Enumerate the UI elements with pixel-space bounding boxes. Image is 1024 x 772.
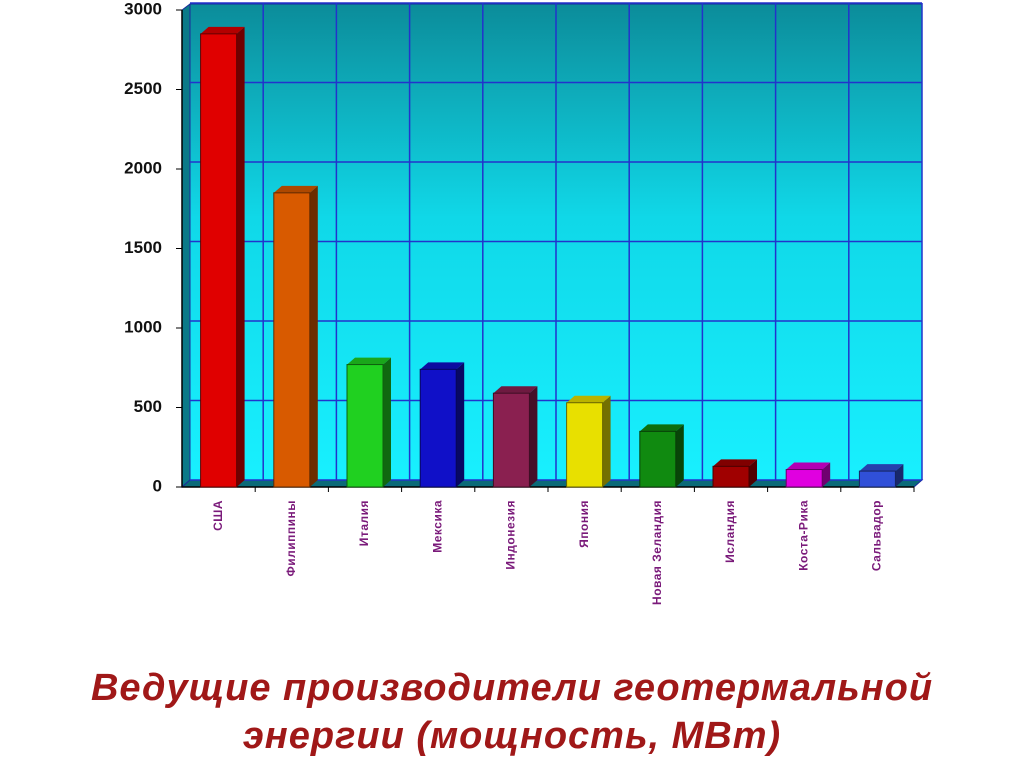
x-tick-label: Филиппины [284,500,298,577]
x-tick-label: Индонезия [504,500,518,570]
bar [273,192,311,488]
bar-side [309,185,318,487]
bar-top [200,26,245,34]
side-wall [181,3,191,489]
bar-top [786,462,831,470]
x-tick-label: Коста-Рика [796,500,810,571]
bar [419,368,457,488]
y-tick-label: 2000 [124,158,162,177]
bar-side [236,26,245,487]
bar-top [859,464,904,472]
x-tick-label: Сальвадор [870,500,884,571]
bar [566,402,604,488]
bar [639,430,677,488]
y-tick-label: 0 [153,476,162,495]
y-tick-label: 500 [134,397,162,416]
x-tick-label: Исландия [723,500,737,563]
bar-side [456,362,465,487]
x-tick-label: Япония [577,500,591,548]
bar-side [675,424,684,487]
bar [346,364,384,488]
bar-top [639,424,684,432]
y-tick-label: 2500 [124,79,162,98]
bar-top [566,395,611,403]
bar-top [493,386,538,394]
bar [858,470,896,488]
bar [492,392,530,488]
bar [712,465,750,488]
bar-top [273,185,318,193]
x-tick-label: Италия [357,500,371,546]
bar-side [602,395,611,487]
chart-title: энергии (мощность, МВт) [243,715,781,757]
bar-side [383,357,391,487]
x-tick-label: Новая Зеландия [650,500,664,605]
bar-side [822,462,831,487]
y-tick-label: 3000 [124,0,162,18]
bar-top [347,357,391,365]
bar-side [895,464,904,487]
bar [785,469,823,488]
x-tick-label: США [211,500,225,531]
chart-title: Ведущие производители геотермальной [91,667,933,709]
bar-top [420,362,465,370]
bar [200,33,238,488]
y-tick-label: 1500 [124,238,162,257]
bar-top [713,459,757,467]
bar-side [529,386,538,487]
x-tick-label: Мексика [430,500,444,553]
bar-side [749,459,757,487]
y-tick-label: 1000 [124,317,162,336]
